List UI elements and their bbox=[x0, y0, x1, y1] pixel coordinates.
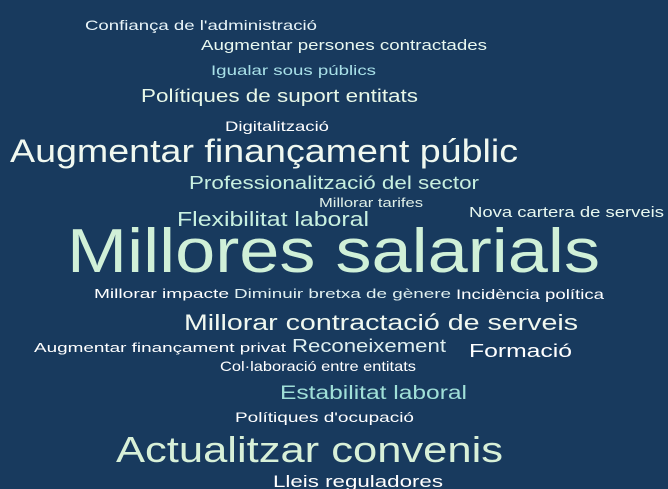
word: Millores salarials bbox=[67, 217, 600, 286]
word: Polítiques de suport entitats bbox=[141, 86, 418, 106]
word: Augmentar finançament privat bbox=[34, 340, 287, 355]
word: Digitalització bbox=[225, 118, 329, 134]
word: Augmentar finançament públic bbox=[10, 133, 518, 169]
word: Lleis reguladores bbox=[273, 472, 443, 489]
word: Estabilitat laboral bbox=[280, 383, 467, 404]
word: Millorar contractació de serveis bbox=[184, 310, 578, 335]
word: Diminuir bretxa de gènere bbox=[234, 286, 451, 301]
word: Millorar tarifes bbox=[319, 195, 424, 210]
word: Reconeixement bbox=[292, 336, 446, 356]
word: Col·laboració entre entitats bbox=[220, 358, 416, 374]
word: Confiança de l'administració bbox=[85, 17, 317, 33]
word: Professionalització del sector bbox=[189, 173, 479, 193]
word: Flexibilitat laboral bbox=[177, 209, 369, 231]
word: Igualar sous públics bbox=[211, 62, 376, 78]
word: Millorar impacte bbox=[94, 286, 229, 301]
word: Polítiques d'ocupació bbox=[235, 409, 414, 425]
word: Nova cartera de serveis bbox=[469, 204, 664, 221]
word: Incidència política bbox=[456, 286, 604, 302]
word: Actualitzar convenis bbox=[116, 429, 503, 470]
word: Formació bbox=[469, 341, 572, 361]
word: Augmentar persones contractades bbox=[201, 37, 487, 54]
